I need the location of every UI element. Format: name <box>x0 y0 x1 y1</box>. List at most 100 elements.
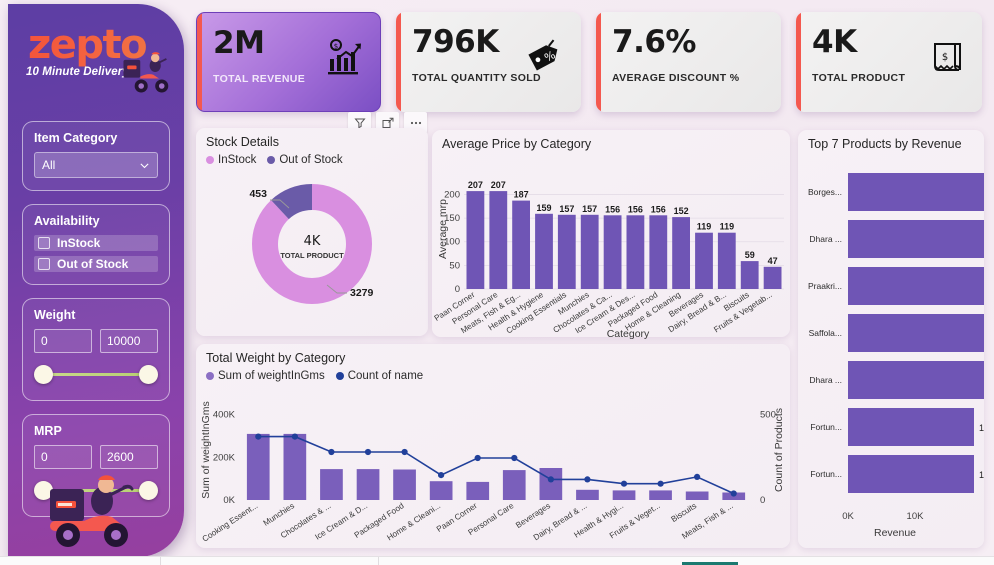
line-marker[interactable] <box>620 480 628 487</box>
bar[interactable] <box>848 173 994 211</box>
combo-chart-total-weight[interactable]: 0K 200K 400K 0 500 Cooking Essent... Munchie… <box>196 382 790 550</box>
bar-chart-average-price[interactable]: 0 50 100 150 200 207 207 187 159 157 157 156 156 156… <box>432 151 790 341</box>
donut-label-instock: 3279 <box>350 287 374 299</box>
bars-average-price[interactable] <box>466 191 782 289</box>
bar[interactable] <box>685 491 709 501</box>
svg-text:187: 187 <box>514 190 529 200</box>
bar[interactable] <box>502 470 526 500</box>
bar[interactable] <box>246 433 270 500</box>
bar[interactable] <box>466 481 490 500</box>
line-count-of-name <box>258 435 735 495</box>
bar[interactable] <box>763 266 782 289</box>
line-marker[interactable] <box>255 433 262 440</box>
bar[interactable] <box>612 490 636 500</box>
page-tab-separator <box>378 557 379 565</box>
line-marker[interactable] <box>401 448 408 456</box>
svg-text:Cooking Essent...: Cooking Essent... <box>201 501 260 543</box>
weight-min-input[interactable]: 0 <box>34 329 92 353</box>
mrp-min-input[interactable]: 0 <box>34 445 92 469</box>
bar[interactable] <box>848 267 994 305</box>
line-marker[interactable] <box>364 448 372 456</box>
bar[interactable] <box>356 469 380 500</box>
y-axis-ticks-total-weight: 0K 200K 400K <box>213 410 236 506</box>
bars-total-weight[interactable] <box>246 433 746 501</box>
bar[interactable] <box>695 232 713 289</box>
legend-swatch-sum-weight <box>206 372 214 380</box>
bar[interactable] <box>580 214 599 289</box>
bar[interactable] <box>717 232 736 289</box>
mrp-max-input[interactable]: 2600 <box>100 445 158 469</box>
x-axis-title-average-price: Category <box>607 328 650 340</box>
svg-text:59: 59 <box>745 250 755 260</box>
line-marker[interactable] <box>657 480 664 487</box>
availability-option-out-of-stock[interactable]: Out of Stock <box>34 256 158 272</box>
svg-text:0K: 0K <box>223 495 235 506</box>
weight-slider-handle-max[interactable] <box>139 365 158 384</box>
mrp-slider-handle-max[interactable] <box>139 481 158 500</box>
kpi-card-total-product[interactable]: 4K TOTAL PRODUCT $ <box>796 12 982 112</box>
filter-button[interactable] <box>348 112 371 133</box>
bar[interactable] <box>848 314 994 352</box>
page-tab-bar[interactable] <box>0 556 994 565</box>
legend-item-count-name[interactable]: Count of name <box>335 370 423 382</box>
line-marker[interactable] <box>511 454 518 462</box>
legend-item-instock[interactable]: InStock <box>206 154 256 166</box>
bar[interactable] <box>429 481 453 500</box>
weight-slider-handle-min[interactable] <box>34 365 53 384</box>
weight-slider[interactable] <box>34 362 158 388</box>
line-marker[interactable] <box>694 473 701 480</box>
bar[interactable] <box>848 408 974 446</box>
line-marker[interactable] <box>547 476 554 483</box>
line-marker[interactable] <box>291 433 298 440</box>
bar[interactable] <box>535 213 553 289</box>
more-options-button[interactable] <box>404 112 427 133</box>
availability-option-instock[interactable]: InStock <box>34 235 158 251</box>
bar-chart-top-products[interactable]: Borges... Dhara ... Praakri... Saffola... Dh… <box>798 151 994 549</box>
availability-label-out-of-stock: Out of Stock <box>57 257 129 271</box>
bar[interactable] <box>539 468 563 500</box>
mrp-slider-handle-min[interactable] <box>34 481 53 500</box>
bars-top-products[interactable] <box>848 173 994 493</box>
weight-max-input[interactable]: 10000 <box>100 329 158 353</box>
line-marker[interactable] <box>730 490 737 497</box>
bar[interactable] <box>466 191 485 289</box>
bar[interactable] <box>848 455 974 493</box>
legend-item-sum-weight[interactable]: Sum of weightInGms <box>206 370 325 382</box>
bar[interactable] <box>603 215 622 289</box>
bar[interactable] <box>320 469 343 500</box>
kpi-card-average-discount[interactable]: 7.6% AVERAGE DISCOUNT % <box>596 12 781 112</box>
slicer-title-item-category: Item Category <box>34 131 118 145</box>
bar[interactable] <box>626 215 645 289</box>
bar[interactable] <box>649 490 672 500</box>
line-marker[interactable] <box>584 476 591 483</box>
panel-average-price: Average Price by Category 0 50 100 150 200 2… <box>432 130 790 340</box>
line-marker[interactable] <box>328 448 335 456</box>
bar[interactable] <box>848 361 994 399</box>
checkbox-instock[interactable] <box>38 237 50 249</box>
donut-chart-stock-details[interactable]: 4K TOTAL PRODUCT 453 3279 <box>196 166 428 326</box>
svg-text:12K: 12K <box>979 423 984 433</box>
item-category-dropdown[interactable]: All <box>34 152 158 178</box>
bar[interactable] <box>283 433 307 500</box>
bar[interactable] <box>489 191 508 289</box>
svg-text:119: 119 <box>720 222 735 232</box>
bar[interactable] <box>848 220 994 258</box>
kpi-card-total-revenue[interactable]: 2M TOTAL REVENUE $ <box>196 12 381 112</box>
svg-text:Saffola...: Saffola... <box>809 328 842 338</box>
bar[interactable] <box>393 469 416 501</box>
bar[interactable] <box>740 261 759 289</box>
legend-item-out-of-stock[interactable]: Out of Stock <box>267 154 343 166</box>
checkbox-out-of-stock[interactable] <box>38 258 50 270</box>
active-page-tab-indicator[interactable] <box>682 562 738 565</box>
bar[interactable] <box>576 489 599 500</box>
kpi-value-average-discount: 7.6% <box>612 24 696 60</box>
line-marker[interactable] <box>474 454 481 462</box>
bar[interactable] <box>672 217 690 289</box>
bar[interactable] <box>512 200 530 289</box>
bar[interactable] <box>557 214 576 289</box>
legend-label-out-of-stock: Out of Stock <box>279 154 343 166</box>
bar[interactable] <box>649 215 668 289</box>
focus-mode-button[interactable] <box>376 112 399 133</box>
kpi-card-total-quantity-sold[interactable]: 796K TOTAL QUANTITY SOLD % <box>396 12 581 112</box>
line-marker[interactable] <box>438 472 445 479</box>
